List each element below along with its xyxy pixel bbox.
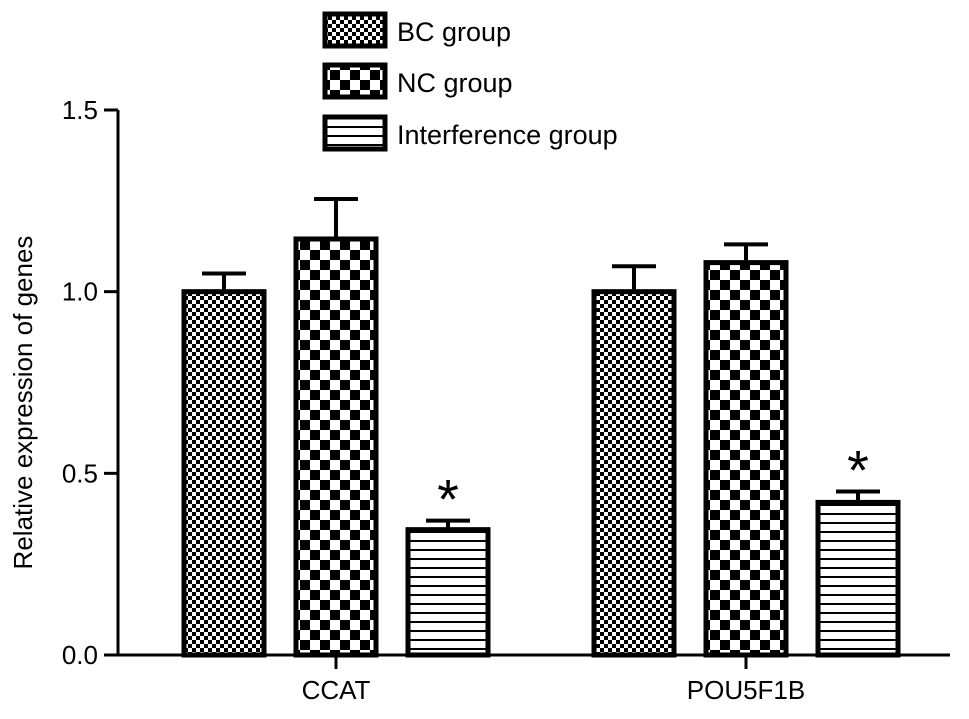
legend-swatch-bc-group bbox=[322, 11, 388, 49]
y-tick-label: 1.0 bbox=[62, 277, 98, 307]
legend-swatch-nc-group bbox=[322, 62, 388, 100]
x-tick-label-pou5f1b: POU5F1B bbox=[687, 675, 806, 705]
y-tick-label: 0.5 bbox=[62, 458, 98, 488]
significance-marker-pou5f1b: * bbox=[847, 439, 869, 502]
legend-item-nc-group: NC group bbox=[322, 62, 513, 100]
bars bbox=[181, 197, 901, 658]
bar-pou5f1b-bc-group bbox=[591, 289, 677, 658]
y-axis-title: Relative expression of genes bbox=[8, 236, 38, 570]
annotations: * * bbox=[437, 439, 869, 531]
legend-label-bc-group: BC group bbox=[397, 17, 511, 47]
x-tick-label-ccat: CCAT bbox=[302, 675, 371, 705]
y-tick-label: 0.0 bbox=[62, 640, 98, 670]
bar-pou5f1b-nc-group bbox=[703, 260, 789, 658]
legend-item-interference-group: Interference group bbox=[322, 114, 618, 152]
legend-label-interference-group: Interference group bbox=[397, 120, 618, 150]
bar-ccat-nc-group bbox=[293, 236, 379, 658]
y-tick-label: 1.5 bbox=[62, 95, 98, 125]
bar-ccat-bc-group bbox=[181, 289, 267, 658]
y-axis: 0.0 0.5 1.0 1.5 Relative expression of genes bbox=[8, 95, 120, 670]
legend-swatch-interference-group bbox=[322, 114, 388, 152]
legend-item-bc-group: BC group bbox=[322, 11, 511, 49]
significance-marker-ccat: * bbox=[437, 468, 459, 531]
x-axis: CCAT POU5F1B bbox=[118, 653, 950, 705]
legend-label-nc-group: NC group bbox=[397, 68, 513, 98]
bar-ccat-interference-group bbox=[405, 527, 491, 658]
bar-pou5f1b-interference-group bbox=[815, 499, 901, 658]
legend: BC group NC group Interference group bbox=[322, 11, 618, 152]
